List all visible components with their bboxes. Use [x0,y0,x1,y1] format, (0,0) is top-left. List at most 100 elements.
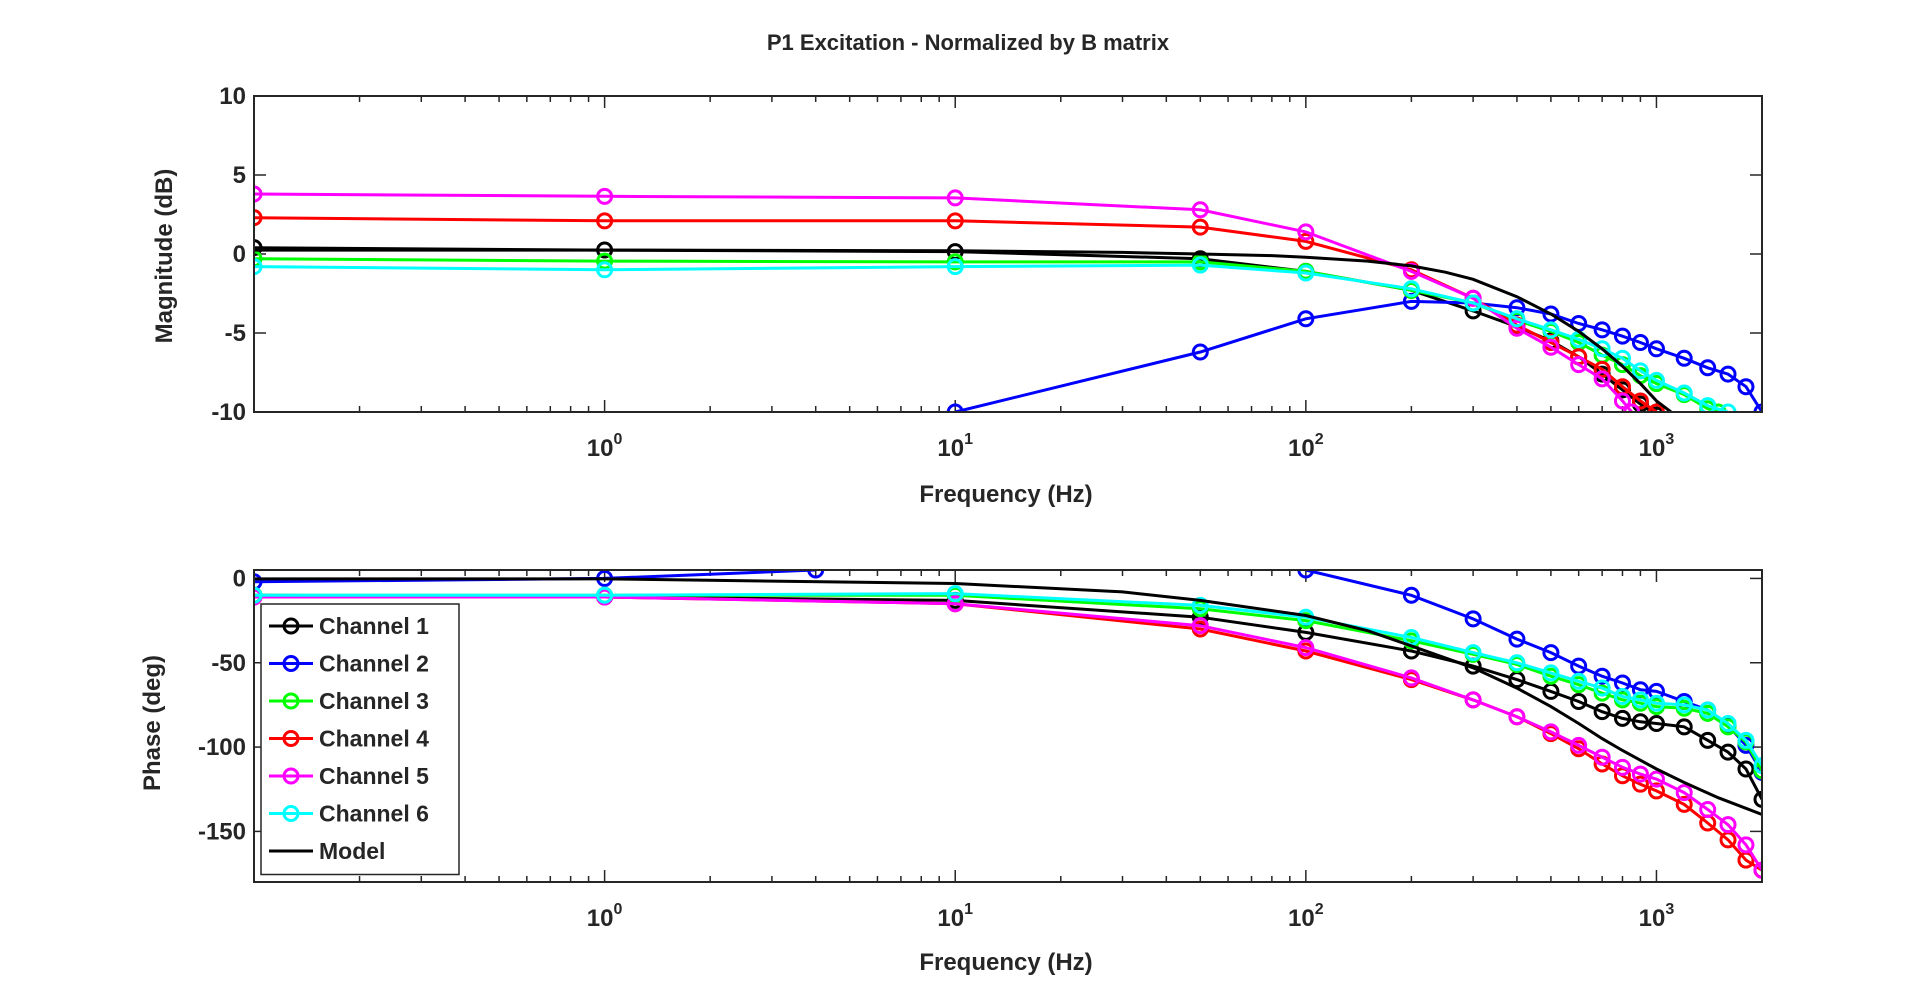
data-point [946,258,964,276]
data-point [596,586,614,604]
data-point [596,252,614,270]
legend-label: Channel 6 [319,801,429,827]
magnitude-axes: 100 101 102 103 10 5 0 -5 -10 [211,83,1763,462]
data-point [1191,596,1209,614]
series-line [254,216,1658,412]
phase-ylabel: Phase (deg) [139,655,166,791]
data-point [1613,327,1631,345]
data-point [254,185,263,203]
data-point [1402,586,1420,604]
data-point [1593,679,1611,697]
legend-label: Channel 2 [319,651,429,677]
data-point [1675,795,1693,813]
data-point [254,239,263,257]
data-point [1297,639,1315,657]
data-point [1593,370,1611,388]
data-point [596,212,614,230]
axes-box [253,569,1763,883]
y-tick-label: -100 [198,734,246,761]
data-point [946,212,964,230]
data-point [1647,694,1665,712]
data-point [1631,362,1649,380]
data-point [1719,403,1737,412]
y-tick-label: -50 [211,650,246,677]
data-point [1191,256,1209,274]
data-point [1719,714,1737,732]
data-point [254,209,263,227]
data-point [1631,392,1649,410]
data-point [1593,703,1611,721]
data-point [1648,406,1665,412]
data-point [1402,262,1420,280]
data-point [1719,816,1737,834]
data-point [1675,384,1693,402]
data-point [1508,708,1526,726]
data-point [1623,403,1641,412]
legend-marker [282,767,300,785]
data-point [1631,765,1649,783]
data-point [1542,338,1560,356]
data-point [254,586,263,604]
data-point [1675,696,1693,714]
x-tick-label: 101 [937,431,973,462]
data-point [1297,570,1315,579]
x-tick-label: 103 [1639,431,1675,462]
data-point [946,189,964,207]
legend-marker [282,617,300,635]
data-point [1508,630,1526,648]
magnitude-ylabel: Magnitude (dB) [151,169,178,344]
legend-label: Channel 5 [319,763,429,789]
data-point [1191,617,1209,635]
data-point [1737,731,1755,749]
phase-xlabel: Frequency (Hz) [919,949,1092,976]
data-point [1647,714,1665,732]
data-point [1613,709,1631,727]
data-point [1593,340,1611,358]
data-point [254,258,263,276]
legend-marker [282,805,300,822]
series-line [254,595,1762,872]
data-point [1675,349,1693,367]
legend-label: Channel 3 [319,688,429,714]
data-point [1753,757,1762,775]
y-tick-label: 0 [233,241,246,268]
x-tick-label: 100 [587,431,623,462]
legend-label: Model [319,838,385,864]
series-line [254,595,1762,872]
data-point [1464,610,1482,628]
data-point [1464,691,1482,709]
legend-label: Channel 1 [319,613,429,639]
data-point [1675,784,1693,802]
data-point [1647,782,1665,800]
data-point [1613,687,1631,705]
data-point [1570,672,1588,690]
data-point [1647,403,1665,412]
data-point [1593,667,1611,685]
data-point [1631,691,1649,709]
data-point [1508,319,1526,337]
data-point [1297,310,1315,328]
legend-marker [282,655,300,672]
data-point [1570,736,1588,754]
x-tick-label: 102 [1288,431,1324,462]
data-point [1699,731,1717,749]
data-point [1709,403,1727,412]
legend-label: Channel 4 [319,726,429,752]
data-point [1699,701,1717,719]
x-tick-label: 103 [1639,901,1675,932]
data-point [1737,378,1755,396]
y-tick-label: -5 [225,320,246,347]
data-point [1719,743,1737,761]
series-line [254,248,1672,412]
data-point [1753,790,1762,808]
series-line [254,257,1719,412]
data-point [1699,800,1717,818]
data-point [1191,201,1209,219]
data-point [1191,343,1209,361]
data-point [1593,748,1611,766]
data-point [1508,310,1526,328]
data-point [254,573,263,591]
data-point [1297,232,1315,250]
data-point [1647,770,1665,788]
